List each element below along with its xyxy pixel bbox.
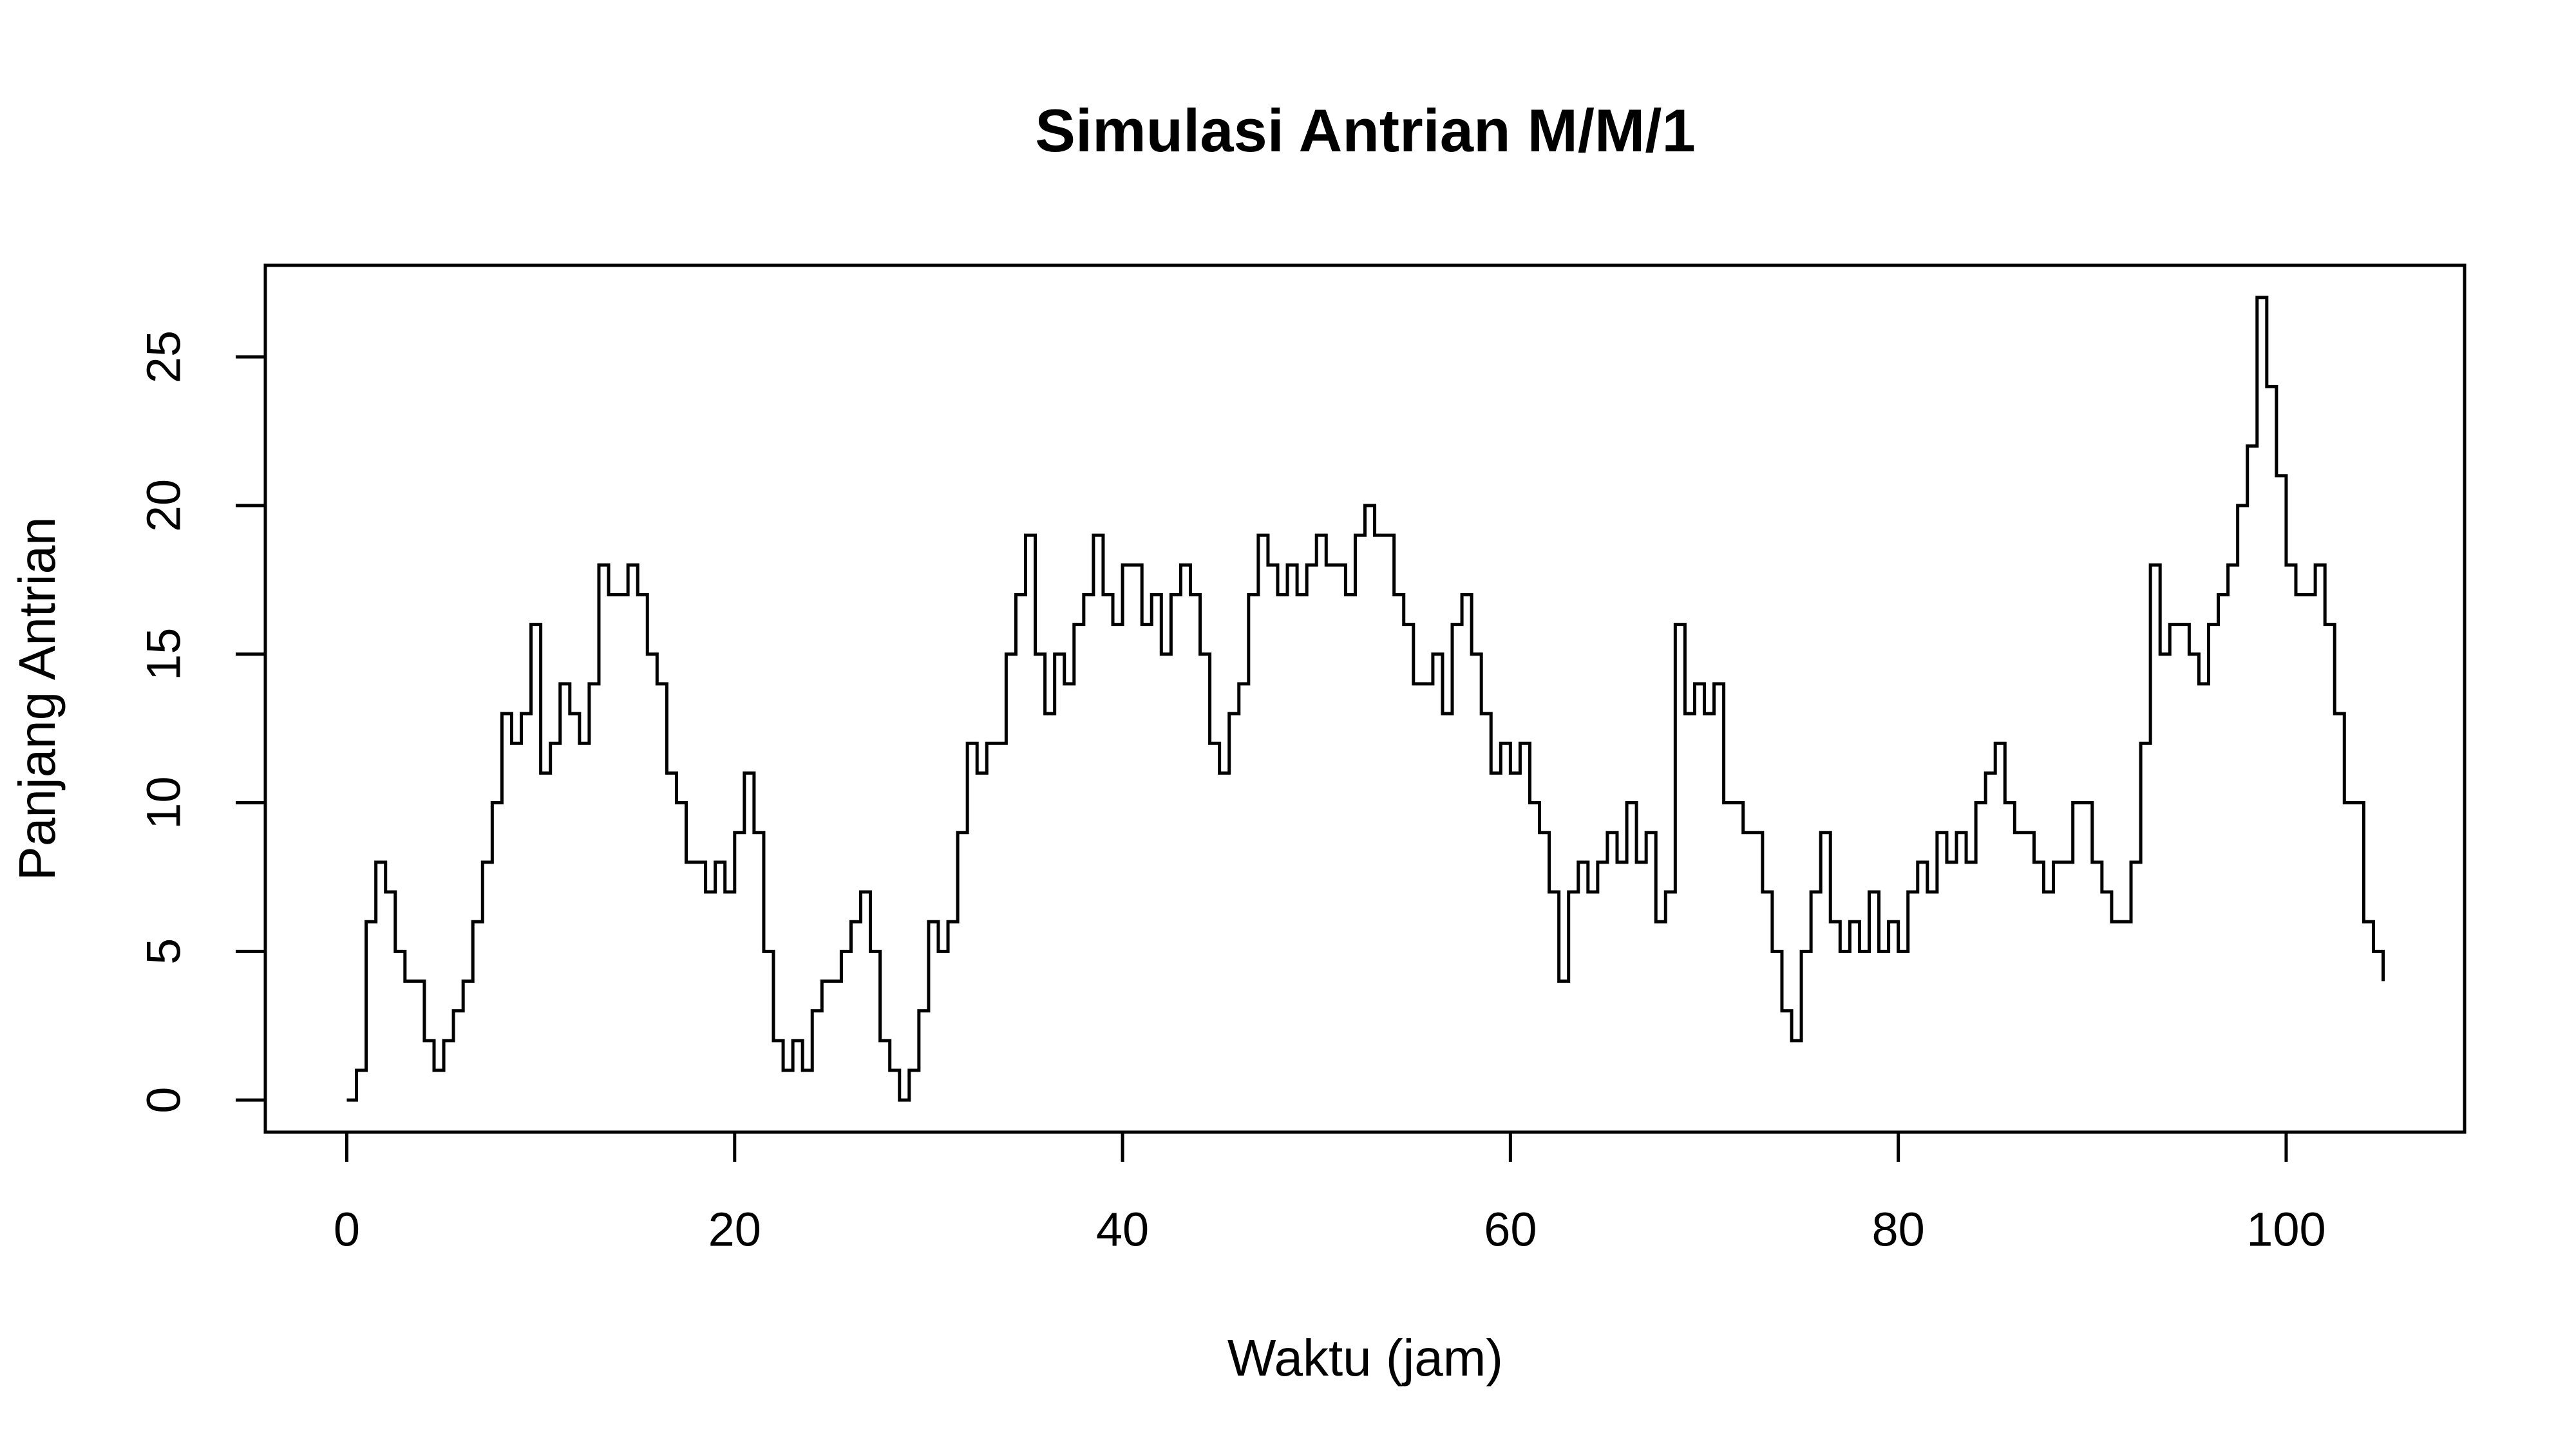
plot-frame [263,263,2467,1134]
x-tick-label: 80 [1871,1203,1924,1256]
y-tick-label: 25 [137,330,191,383]
y-tick-label: 15 [137,628,191,681]
y-tick-label: 0 [137,1087,191,1113]
x-tick-label: 40 [1096,1203,1149,1256]
x-tick-label: 20 [708,1203,761,1256]
x-axis-label: Waktu (jam) [1227,1329,1503,1387]
chart-title: Simulasi Antrian M/M/1 [1035,97,1695,164]
x-tick-label: 100 [2246,1203,2325,1256]
y-tick-label: 5 [137,938,191,965]
y-tick-label: 20 [137,479,191,532]
step-line [346,296,2385,1102]
y-axis-label: Panjang Antrian [8,517,66,881]
y-tick-label: 10 [137,776,191,829]
x-tick-label: 0 [334,1203,360,1256]
x-tick-label: 60 [1484,1203,1537,1256]
